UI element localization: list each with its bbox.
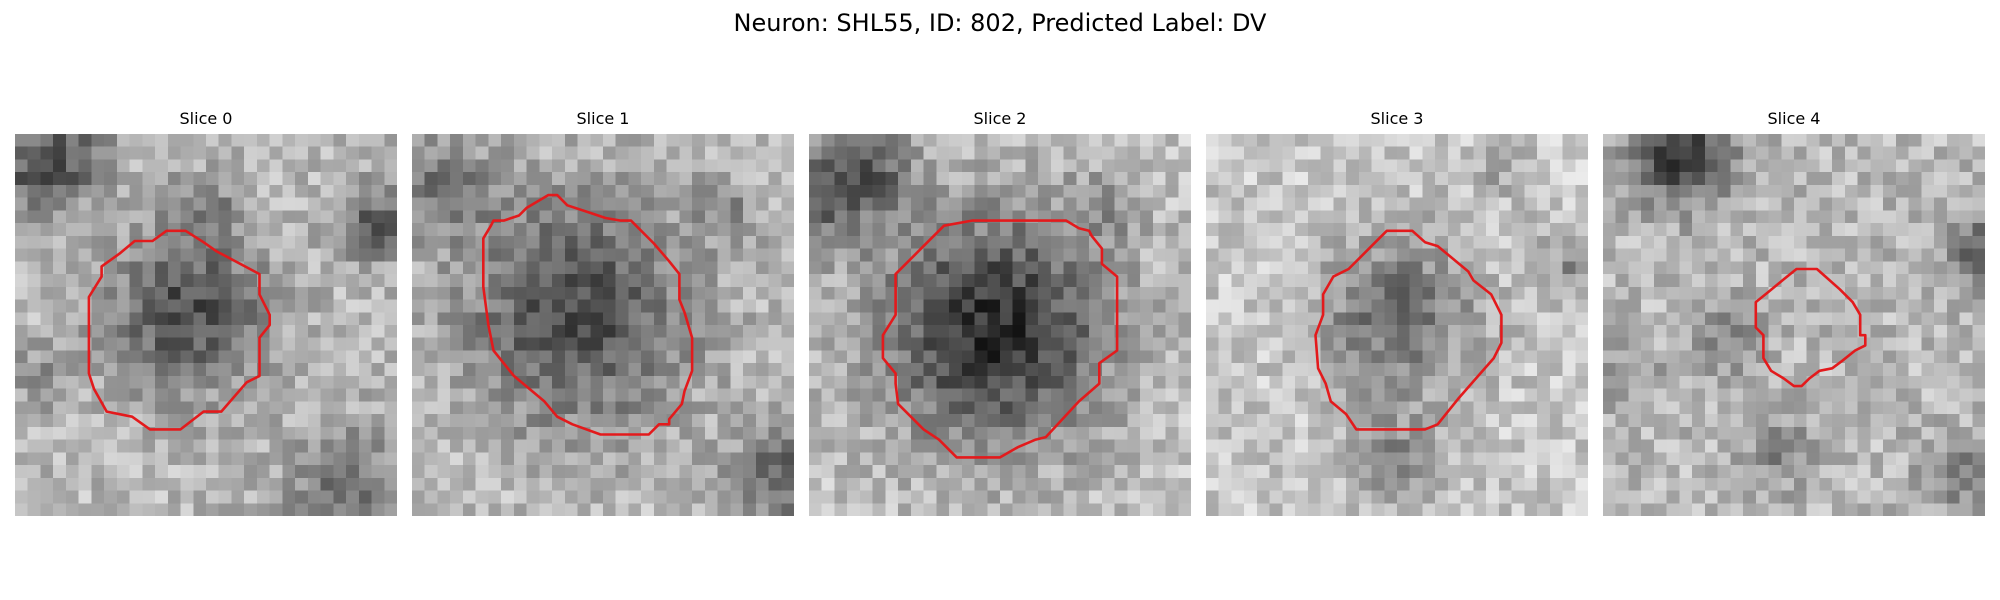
neuron-contour (482, 193, 694, 436)
neuron-contour (1314, 229, 1503, 431)
slice-title-4: Slice 4 (1767, 109, 1821, 128)
neuron-contour (1754, 267, 1867, 388)
figure-title: Neuron: SHL55, ID: 802, Predicted Label:… (733, 9, 1267, 37)
neuron-contour (87, 229, 271, 431)
pixel-grid (412, 134, 794, 516)
neuron-contour (881, 219, 1119, 459)
slice-title-2: Slice 2 (973, 109, 1027, 128)
slice-title-0: Slice 0 (179, 109, 233, 128)
pixel-grid (15, 134, 397, 516)
slice-image-3 (1206, 134, 1588, 516)
slice-image-2 (809, 134, 1191, 516)
slice-image-0 (15, 134, 397, 516)
pixel-grid (1206, 134, 1588, 516)
pixel-grid (809, 134, 1191, 516)
pixel-grid (1603, 134, 1985, 516)
slice-image-4 (1603, 134, 1985, 516)
slice-image-1 (412, 134, 794, 516)
slice-title-1: Slice 1 (576, 109, 630, 128)
slice-title-3: Slice 3 (1370, 109, 1424, 128)
